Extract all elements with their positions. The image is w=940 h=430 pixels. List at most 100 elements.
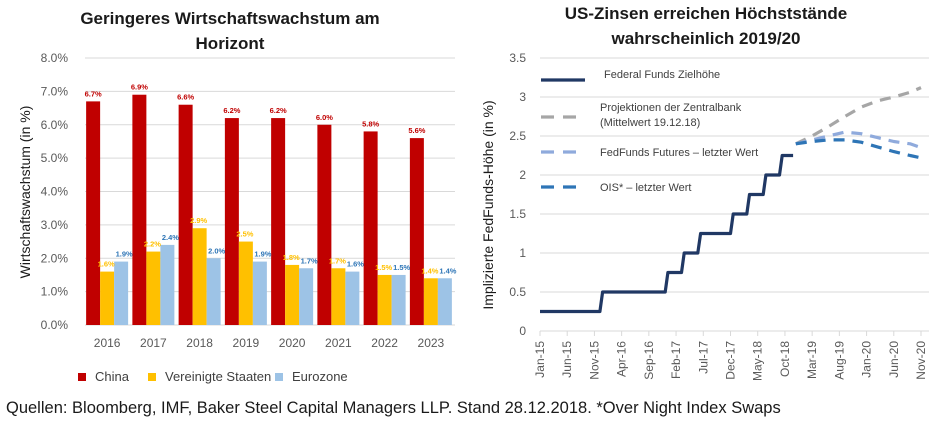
left-x-tick-label: 2017	[140, 336, 167, 350]
data-label: 2.4%	[162, 233, 179, 242]
legend-label: Federal Funds Zielhöhe	[604, 69, 720, 81]
right-chart-y-axis-label: Implizierte FedFunds-Höhe (in %)	[480, 100, 496, 309]
right-chart-title-line-2: wahrscheinlich 2019/20	[611, 29, 801, 48]
data-label: 1.4%	[439, 266, 456, 275]
right-x-tick-label: Jan-15	[533, 341, 547, 378]
data-label: 2.9%	[190, 216, 207, 225]
right-x-tick-label: Oct-18	[778, 341, 792, 377]
left-y-tick-label: 8.0%	[41, 51, 69, 65]
legend-swatch-eurozone	[275, 373, 283, 381]
legend-label: Vereinigte Staaten	[165, 369, 271, 384]
data-label: 1.8%	[283, 253, 300, 262]
left-x-tick-label: 2023	[418, 336, 445, 350]
bar-china	[271, 118, 286, 325]
legend-label: OIS* – letzter Wert	[600, 182, 692, 194]
bar-china	[178, 104, 193, 325]
left-x-tick-label: 2016	[94, 336, 121, 350]
data-label: 1.5%	[393, 263, 410, 272]
data-label: 1.9%	[254, 250, 271, 259]
data-label: 6.2%	[223, 106, 240, 115]
right-y-tick-label: 1	[519, 246, 526, 260]
right-x-tick-label: Mar-19	[805, 341, 819, 379]
right-x-tick-label: Jun-20	[887, 341, 901, 378]
right-x-tick-label: Feb-17	[669, 341, 683, 379]
left-y-tick-label: 4.0%	[41, 185, 69, 199]
left-y-tick-label: 5.0%	[41, 151, 69, 165]
bar-eurozone	[299, 268, 314, 325]
bar-eurozone	[252, 261, 267, 325]
series-line-central-bank-projection	[795, 86, 922, 146]
bar-vereinigte-staaten	[238, 241, 253, 325]
left-x-tick-label: 2020	[279, 336, 306, 350]
left-chart-y-axis-label: Wirtschaftswachstum (in %)	[17, 106, 33, 279]
right-x-tick-label: Nov-20	[914, 341, 928, 380]
series-line-fed-funds-target	[540, 153, 794, 314]
data-label: 5.8%	[362, 119, 379, 128]
bar-eurozone	[160, 244, 175, 325]
bar-vereinigte-staaten	[100, 271, 115, 325]
right-chart-title-line-1: US-Zinsen erreichen Höchststände	[565, 4, 847, 23]
right-x-tick-label: Jan-20	[860, 341, 874, 378]
legend-label: China	[95, 369, 130, 384]
right-y-tick-label: 1.5	[509, 207, 526, 221]
right-y-tick-label: 3	[519, 90, 526, 104]
fed-funds-chart: US-Zinsen erreichen Höchststände wahrsch…	[480, 4, 929, 381]
right-x-tick-label: Sep-16	[642, 341, 656, 380]
bar-eurozone	[345, 271, 360, 325]
gdp-growth-chart: Geringeres Wirtschaftswachstum am Horizo…	[17, 9, 457, 384]
data-label: 6.2%	[270, 106, 287, 115]
right-y-tick-label: 0.5	[509, 285, 526, 299]
data-label: 6.7%	[85, 89, 102, 98]
bar-china	[132, 94, 147, 326]
data-label: 1.6%	[347, 260, 364, 269]
right-x-tick-label: Dec-17	[724, 341, 738, 380]
bar-vereinigte-staaten	[423, 278, 438, 325]
data-label: 2.5%	[236, 230, 253, 239]
left-y-tick-label: 1.0%	[41, 285, 69, 299]
bar-eurozone	[437, 278, 452, 325]
left-x-tick-label: 2018	[186, 336, 213, 350]
right-x-tick-label: Aug-19	[832, 341, 846, 380]
legend-label: (Mittelwert 19.12.18)	[600, 117, 700, 129]
data-label: 1.9%	[116, 250, 133, 259]
legend-label: FedFunds Futures – letzter Wert	[600, 147, 758, 159]
right-y-tick-label: 2.5	[509, 129, 526, 143]
data-label: 1.7%	[329, 256, 346, 265]
series-line-ois	[795, 138, 922, 160]
bar-china	[224, 118, 239, 325]
bar-china	[86, 101, 101, 325]
bar-eurozone	[206, 258, 221, 325]
right-y-tick-label: 0	[519, 324, 526, 338]
left-x-tick-label: 2019	[233, 336, 260, 350]
right-y-tick-label: 3.5	[509, 51, 526, 65]
legend-label: Eurozone	[292, 369, 348, 384]
data-label: 2.2%	[144, 240, 161, 249]
left-y-tick-label: 7.0%	[41, 84, 69, 98]
bar-vereinigte-staaten	[146, 251, 161, 325]
data-label: 1.7%	[301, 256, 318, 265]
bar-vereinigte-staaten	[192, 228, 207, 325]
bar-vereinigte-staaten	[377, 274, 392, 325]
left-y-tick-label: 0.0%	[41, 318, 69, 332]
bar-eurozone	[114, 261, 129, 325]
source-footnote: Quellen: Bloomberg, IMF, Baker Steel Cap…	[6, 399, 781, 417]
data-label: 6.9%	[131, 83, 148, 92]
data-label: 1.6%	[98, 260, 115, 269]
legend-swatch-china	[78, 373, 86, 381]
left-x-tick-label: 2022	[371, 336, 398, 350]
data-label: 2.0%	[208, 246, 225, 255]
bar-china	[409, 138, 424, 325]
bar-china	[317, 124, 332, 325]
right-x-tick-label: Jul-17	[696, 341, 710, 374]
left-x-tick-label: 2021	[325, 336, 352, 350]
bar-eurozone	[391, 274, 406, 325]
right-x-tick-label: May-18	[751, 341, 765, 381]
right-x-tick-label: Jun-15	[560, 341, 574, 378]
data-label: 6.6%	[177, 93, 194, 102]
left-y-tick-label: 2.0%	[41, 251, 69, 265]
data-label: 6.0%	[316, 113, 333, 122]
data-label: 1.5%	[375, 263, 392, 272]
left-y-tick-label: 6.0%	[41, 118, 69, 132]
right-y-tick-label: 2	[519, 168, 526, 182]
